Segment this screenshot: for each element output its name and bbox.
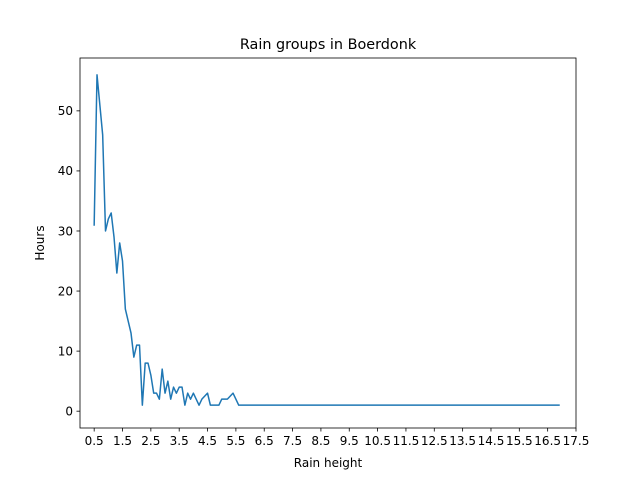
x-tick-label: 12.5 (421, 434, 448, 448)
y-axis-label: Hours (33, 225, 47, 260)
y-tick-label: 0 (65, 404, 73, 418)
y-tick-label: 10 (58, 344, 73, 358)
chart-title: Rain groups in Boerdonk (240, 37, 417, 53)
y-tick-label: 50 (58, 104, 73, 118)
x-tick-label: 11.5 (393, 434, 420, 448)
x-tick-label: 2.5 (141, 434, 160, 448)
plot-frame (79, 57, 577, 429)
x-tick-label: 10.5 (364, 434, 391, 448)
x-tick-label: 7.5 (283, 434, 302, 448)
x-tick-label: 16.5 (534, 434, 561, 448)
x-tick-label: 6.5 (255, 434, 274, 448)
y-tick-label: 30 (58, 224, 73, 238)
x-tick-label: 0.5 (85, 434, 104, 448)
x-tick-label: 9.5 (340, 434, 359, 448)
x-axis-label: Rain height (294, 456, 363, 470)
x-tick-label: 8.5 (311, 434, 330, 448)
x-tick-label: 1.5 (113, 434, 132, 448)
x-tick-label: 3.5 (170, 434, 189, 448)
x-tick-label: 5.5 (226, 434, 245, 448)
x-tick-label: 14.5 (478, 434, 505, 448)
x-tick-label: 17.5 (563, 434, 590, 448)
y-tick-label: 20 (58, 284, 73, 298)
x-tick-label: 4.5 (198, 434, 217, 448)
plot-area (80, 58, 576, 428)
x-tick-label: 13.5 (449, 434, 476, 448)
series-line (93, 74, 560, 406)
x-axis-ticks: 0.5 1.5 2.5 3.5 4.5 5.5 6.5 7.5 8.5 9.5 10.5 11.5 12… (85, 428, 590, 448)
x-tick-label: 15.5 (506, 434, 533, 448)
y-tick-label: 40 (58, 164, 73, 178)
y-axis-ticks: 0 10 20 30 40 50 (58, 104, 80, 418)
